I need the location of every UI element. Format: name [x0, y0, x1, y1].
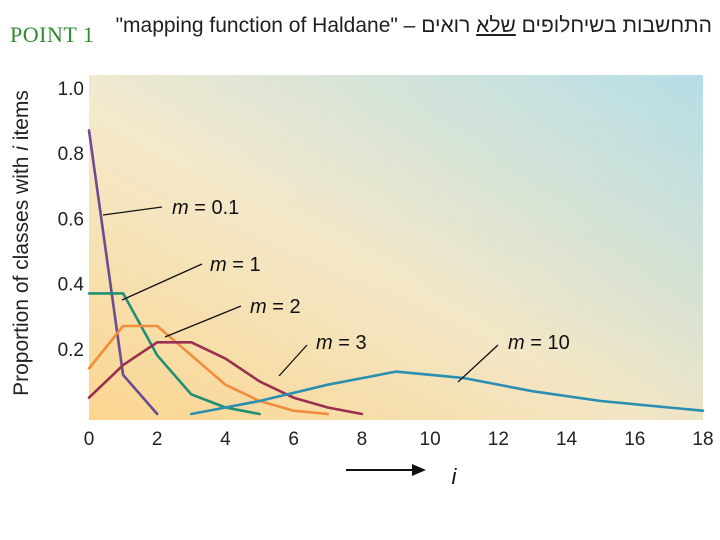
series-line-m01 — [87, 129, 159, 416]
x-tick-label: 14 — [556, 429, 578, 450]
x-tick-label: 2 — [152, 429, 163, 450]
y-tick-label: 1.0 — [58, 79, 84, 100]
y-tick-label: 0.4 — [58, 275, 85, 296]
series-line-m3 — [87, 340, 364, 416]
slide-label: POINT 1 — [10, 22, 95, 47]
x-tick-label: 4 — [220, 429, 231, 450]
x-tick-label: 12 — [488, 429, 509, 450]
annotation-leader — [164, 305, 242, 338]
annotation-label: m = 3 — [316, 332, 367, 354]
x-tick-label: 0 — [84, 429, 95, 450]
x-tick-label: 16 — [624, 429, 645, 450]
annotation-label: m = 10 — [508, 332, 570, 354]
title-underlined: שלא — [476, 14, 516, 37]
y-tick-label: 0.2 — [58, 340, 84, 361]
series-line-m2 — [87, 324, 330, 416]
annotation-leader — [278, 344, 308, 377]
title-lead: התחשבות בשיחלופים — [515, 14, 712, 37]
x-axis-label: i — [452, 464, 458, 489]
annotation-label: m = 1 — [210, 254, 261, 276]
x-tick-label: 18 — [692, 429, 713, 450]
x-axis-arrow — [346, 464, 426, 476]
title-tail: רואים – "mapping function of Haldane" — [115, 14, 477, 37]
y-axis-label: Proportion of classes with i items — [10, 90, 33, 396]
annotation-leader — [102, 206, 163, 216]
annotation-label: m = 0.1 — [172, 197, 239, 219]
slide-title: התחשבות בשיחלופים שלא רואים – "mapping f… — [62, 14, 712, 54]
annotation-leader — [457, 344, 499, 383]
x-tick-label: 8 — [357, 429, 368, 450]
annotation-leader — [121, 263, 203, 301]
x-tick-label: 6 — [288, 429, 299, 450]
annotation-label: m = 2 — [250, 296, 301, 318]
y-tick-label: 0.6 — [58, 209, 84, 230]
y-tick-label: 0.8 — [58, 144, 84, 165]
series-line-m1 — [87, 292, 261, 416]
series-line-m10 — [190, 370, 705, 416]
x-tick-label: 10 — [420, 429, 441, 450]
plot-background-overlay — [89, 75, 703, 420]
